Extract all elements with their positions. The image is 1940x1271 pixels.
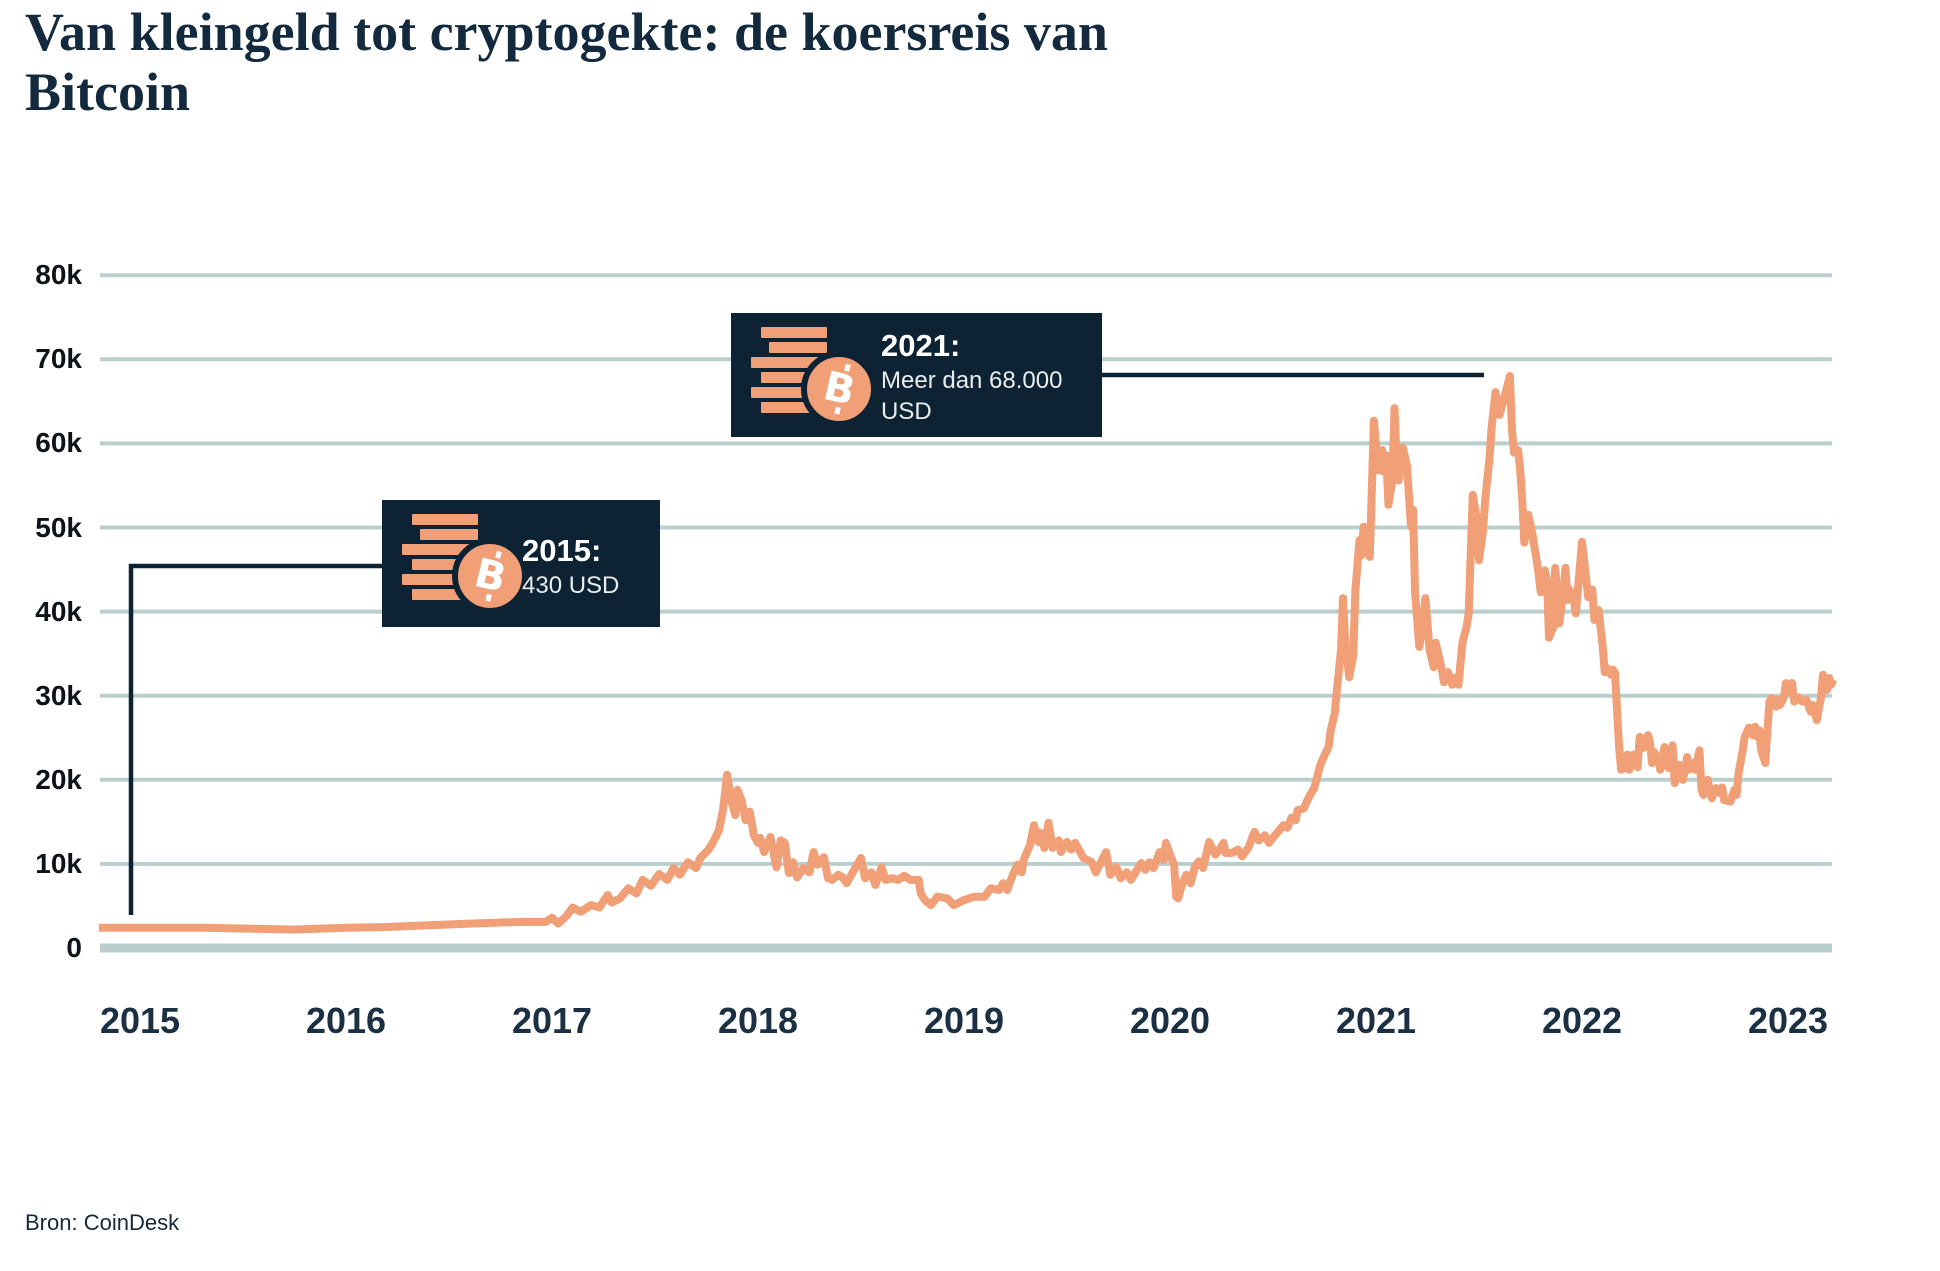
- page-title-line1: Van kleingeld tot cryptogekte: de koersr…: [25, 2, 1108, 62]
- page-title-line2: Bitcoin: [25, 62, 191, 122]
- coin-bar: [751, 387, 827, 398]
- coin-bar: [412, 514, 478, 525]
- connector-2015: [128, 563, 382, 915]
- annotation-2015: B 2015: 430 USD: [382, 500, 660, 627]
- annotation-value-label: Meer dan 68.000 USD: [881, 367, 1063, 425]
- coin-bar: [751, 357, 827, 368]
- source-label: Bron: CoinDesk: [25, 1210, 180, 1235]
- bitcoin-coin-stack-icon: B: [747, 327, 877, 427]
- price-line: [98, 372, 1838, 934]
- connector-lines: [128, 372, 1484, 915]
- bitcoin-symbol-icon: B: [469, 550, 511, 602]
- coin-bar: [402, 574, 478, 585]
- annotation-year-label: 2015:: [522, 533, 602, 568]
- coin-bar: [420, 529, 478, 540]
- bitcoin-coin-icon: B: [452, 538, 528, 614]
- coin-bar: [761, 402, 827, 413]
- coin-bar: [769, 342, 827, 353]
- annotation-text: 2015: 430 USD: [522, 532, 737, 601]
- bitcoin-symbol-icon: B: [818, 363, 860, 415]
- annotation-2021: B 2021: Meer dan 68.000 USD: [731, 313, 1102, 437]
- coin-bar: [761, 327, 827, 338]
- bitcoin-coin-icon: B: [801, 351, 877, 427]
- coin-bar: [402, 544, 478, 555]
- coin-bar: [761, 372, 827, 383]
- coin-bar: [412, 589, 478, 600]
- bitcoin-coin-stack-icon: B: [398, 514, 528, 614]
- annotation-text: 2021: Meer dan 68.000 USD: [881, 327, 1096, 427]
- page-title: Van kleingeld tot cryptogekte: de koersr…: [25, 2, 1425, 122]
- annotation-value-label: 430 USD: [522, 572, 620, 599]
- coin-bar: [412, 559, 478, 570]
- annotation-year-label: 2021:: [881, 328, 961, 363]
